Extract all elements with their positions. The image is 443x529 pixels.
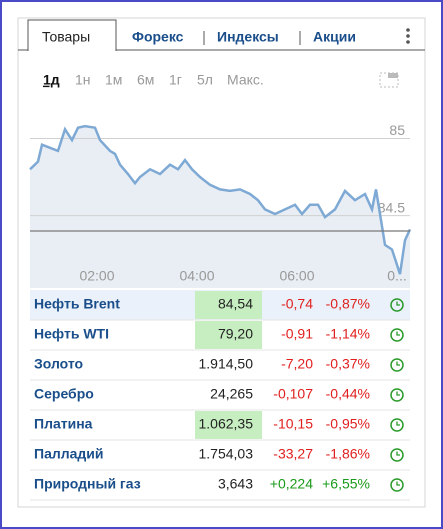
price: 1.062,35 xyxy=(199,416,254,432)
clock-icon xyxy=(390,448,404,462)
change-percent: -1,86% xyxy=(326,446,370,462)
change-percent: -0,37% xyxy=(326,356,370,372)
price: 79,20 xyxy=(218,326,253,342)
price-line xyxy=(29,124,412,275)
period-button[interactable]: 1г xyxy=(169,72,182,88)
change: -0,91 xyxy=(281,326,313,342)
clock-face xyxy=(390,298,404,312)
clock-face xyxy=(390,418,404,432)
clock-icon xyxy=(390,418,404,432)
instrument-name[interactable]: Природный газ xyxy=(34,476,141,492)
change: +0,224 xyxy=(270,476,313,492)
x-tick-label: 02:00 xyxy=(79,268,114,284)
clock-face xyxy=(390,328,404,342)
clock-face xyxy=(390,478,404,492)
y-tick-label: 84.5 xyxy=(378,199,405,215)
change: -7,20 xyxy=(281,356,313,372)
period-button[interactable]: Макс. xyxy=(227,72,264,88)
period-button[interactable]: 1н xyxy=(75,72,91,88)
change-percent: -0,87% xyxy=(326,296,370,312)
period-button[interactable]: 5л xyxy=(197,72,213,88)
price-highlight xyxy=(195,321,262,349)
change-percent: -0,44% xyxy=(326,386,370,402)
price-highlight xyxy=(195,411,262,439)
clock-face xyxy=(390,448,404,462)
price: 1.754,03 xyxy=(199,446,254,462)
change-percent: -0,95% xyxy=(326,416,370,432)
instrument-name[interactable]: Серебро xyxy=(34,386,94,402)
clock-hands xyxy=(396,331,400,336)
price: 24,265 xyxy=(210,386,253,402)
instrument-name[interactable]: Нефть Brent xyxy=(34,296,120,312)
clock-face xyxy=(390,388,404,402)
change: -0,107 xyxy=(273,386,313,402)
y-tick-label: 85 xyxy=(389,122,405,138)
price: 1.914,50 xyxy=(199,356,254,372)
change: -0,74 xyxy=(281,296,313,312)
tab[interactable]: Товары xyxy=(42,29,90,45)
change: -33,27 xyxy=(273,446,313,462)
clock-hands xyxy=(396,361,400,366)
clock-hands xyxy=(396,451,400,456)
period-button[interactable]: 1м xyxy=(105,72,122,88)
clock-hands xyxy=(396,301,400,306)
change: -10,15 xyxy=(273,416,313,432)
x-tick-label: 04:00 xyxy=(179,268,214,284)
area xyxy=(30,126,410,288)
instrument-name[interactable]: Платина xyxy=(34,416,93,432)
clock-icon xyxy=(390,328,404,342)
clock-face xyxy=(390,358,404,372)
period-button[interactable]: 6м xyxy=(137,72,154,88)
change-percent: -1,14% xyxy=(326,326,370,342)
clock-icon xyxy=(390,298,404,312)
clock-hands xyxy=(396,391,400,396)
tab[interactable]: Индексы xyxy=(217,29,279,45)
price: 84,54 xyxy=(218,296,253,312)
active-tab-frame xyxy=(27,19,117,51)
tab[interactable]: Форекс xyxy=(132,29,184,45)
fullscreen-icon-corner xyxy=(388,73,398,78)
clock-icon xyxy=(390,358,404,372)
clock-hands xyxy=(396,481,400,486)
price: 3,643 xyxy=(218,476,253,492)
clock-hands xyxy=(396,421,400,426)
x-tick-label: 0... xyxy=(387,268,406,284)
change-percent: +6,55% xyxy=(322,476,370,492)
tab[interactable]: Акции xyxy=(313,29,356,45)
instrument-name[interactable]: Золото xyxy=(34,356,83,372)
instrument-name[interactable]: Нефть WTI xyxy=(34,326,109,342)
instrument-name[interactable]: Палладий xyxy=(34,446,104,462)
period-button[interactable]: 1д xyxy=(43,72,60,88)
price-highlight xyxy=(195,291,262,319)
menu-icon[interactable] xyxy=(406,28,410,44)
x-tick-label: 06:00 xyxy=(279,268,314,284)
clock-icon xyxy=(390,478,404,492)
clock-icon xyxy=(390,388,404,402)
